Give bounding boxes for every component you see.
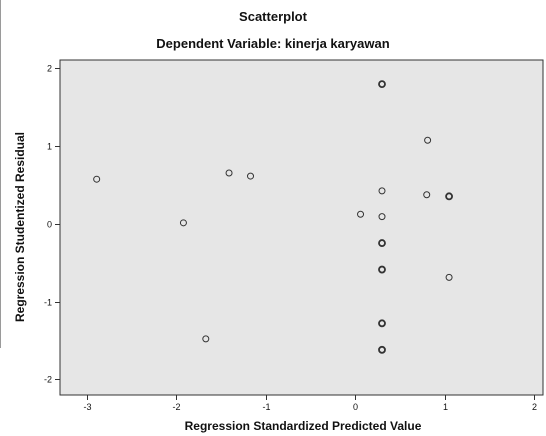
y-tick-label: 1 [47,142,52,152]
x-tick-label: -3 [83,402,91,412]
x-tick-label: 2 [532,402,537,412]
data-point [378,187,386,195]
y-tick-label: -2 [44,375,52,385]
panel-divider [0,0,1,348]
data-point [378,213,386,221]
data-point [247,172,255,180]
y-tick-label: 2 [47,64,52,74]
data-point [424,136,432,144]
x-tick-label: -1 [262,402,270,412]
data-point [202,335,210,343]
plot-area [59,59,544,396]
y-tick-label: 0 [47,220,52,230]
data-point [378,239,386,247]
data-point [423,191,431,199]
data-point [378,345,386,354]
data-point [357,210,365,218]
data-point [445,192,453,201]
data-point [378,80,386,89]
data-point [225,169,233,177]
y-tick-label: -1 [44,298,52,308]
y-axis: -2 -1 0 1 2 [44,64,60,385]
x-tick-label: 0 [353,402,358,412]
data-point [378,265,386,274]
chart-title: Scatterplot [239,9,307,24]
data-point [93,175,101,183]
data-point [445,273,453,281]
data-point [378,319,386,328]
x-tick-label: -2 [172,402,180,412]
data-points [93,80,453,354]
chart-subtitle: Dependent Variable: kinerja karyawan [156,36,390,51]
x-axis: -3 -2 -1 0 1 2 [83,395,537,412]
data-point [179,219,187,227]
x-tick-label: 1 [443,402,448,412]
x-axis-label: Regression Standardized Predicted Value [184,419,422,433]
